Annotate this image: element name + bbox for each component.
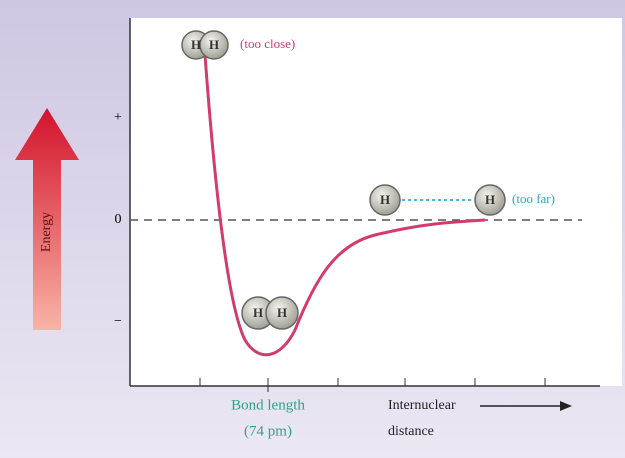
molecule: H H <box>242 297 298 329</box>
atom-label: H <box>253 305 263 320</box>
x-axis-label: distance <box>388 424 434 439</box>
atom-label: H <box>380 192 390 207</box>
x-axis-label: Internuclear <box>388 398 456 413</box>
note: (too far) <box>512 191 555 206</box>
tick-label: 0 <box>115 212 122 227</box>
atom-label: H <box>209 37 219 52</box>
bond-length-label: Bond length <box>231 397 305 413</box>
atom-label: H <box>191 37 201 52</box>
tick-label: − <box>114 314 122 329</box>
atom-label: H <box>277 305 287 320</box>
diagram: Energy + 0 − H H (too close) H H H H (to… <box>0 0 625 458</box>
bond-length-value: (74 pm) <box>244 423 292 439</box>
tick-label: + <box>114 110 122 125</box>
atom-label: H <box>485 192 495 207</box>
molecule: H H <box>182 31 228 59</box>
axis-title: Energy <box>39 212 54 252</box>
note: (too close) <box>240 36 295 51</box>
